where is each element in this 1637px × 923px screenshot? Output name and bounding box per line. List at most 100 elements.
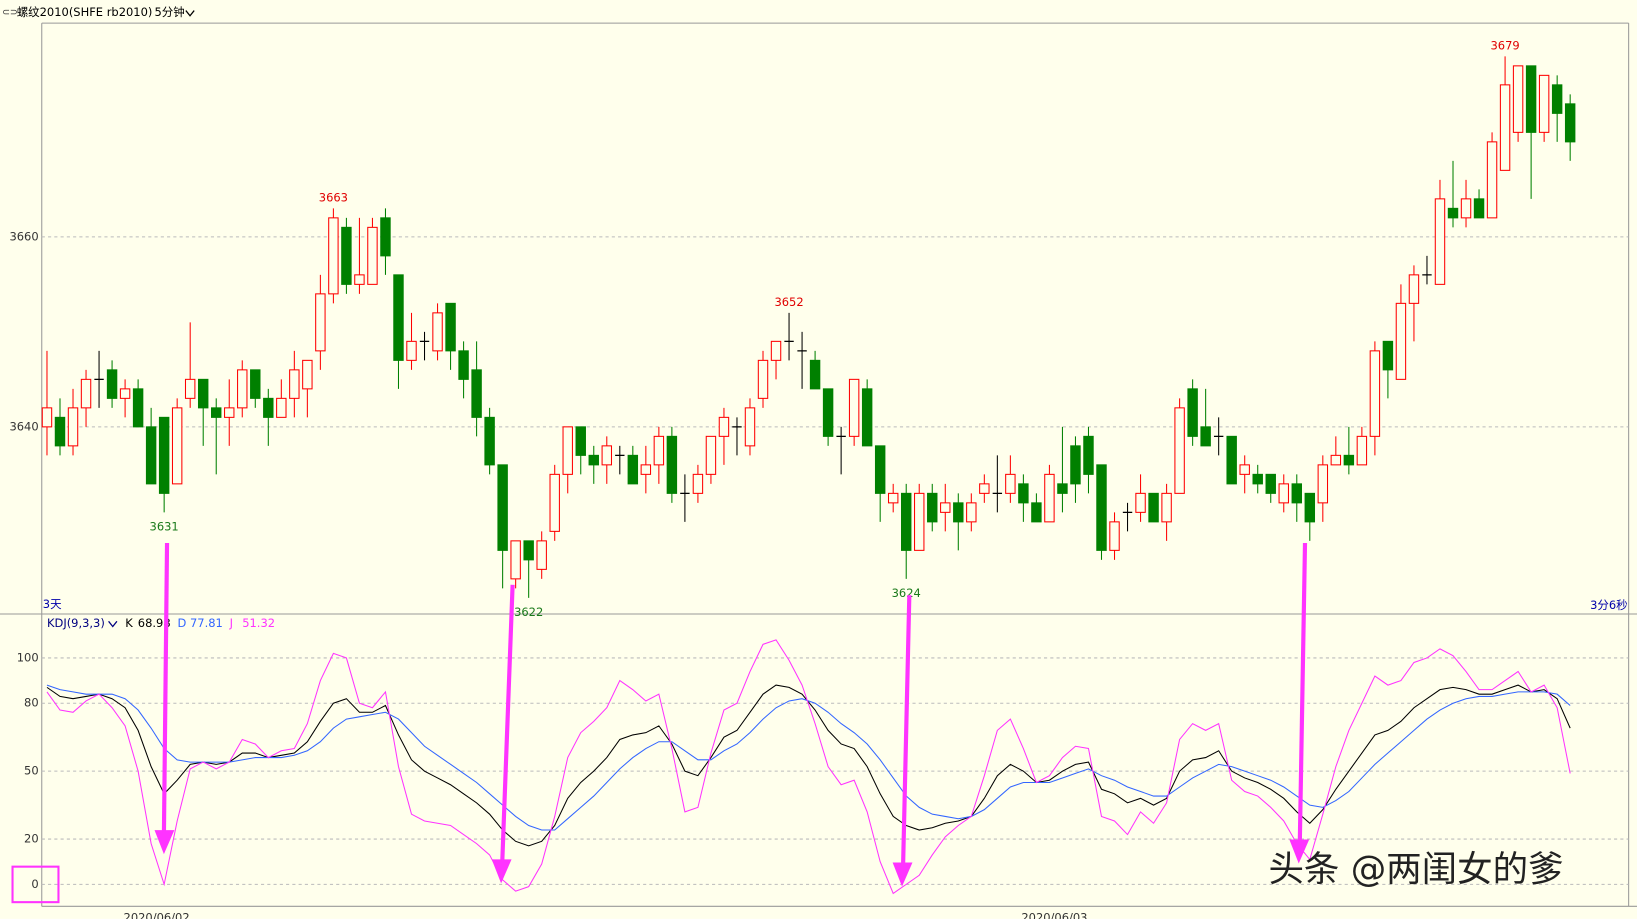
candle-body	[145, 426, 157, 485]
indicator-name: KDJ(9,3,3)	[47, 616, 105, 630]
candle-body	[1096, 464, 1107, 551]
candle-body	[1408, 274, 1420, 304]
candle-body	[666, 435, 678, 494]
candle-body	[1018, 483, 1029, 504]
y-tick-label: 20	[24, 832, 39, 846]
candle-body	[132, 388, 144, 428]
candle-body	[224, 407, 235, 418]
candle-body	[940, 502, 951, 513]
candle-body	[1317, 464, 1329, 504]
arrow-head	[892, 862, 913, 887]
candle-body	[718, 416, 730, 437]
y-tick-label: 3640	[9, 419, 38, 433]
candle-body	[900, 492, 912, 551]
arrow	[161, 542, 170, 836]
range-note: 3天	[43, 597, 62, 611]
legend-name: D	[177, 616, 186, 630]
candle-body	[211, 407, 222, 418]
candle-body	[1226, 435, 1237, 485]
candle-body	[575, 426, 586, 456]
legend-value: 51.32	[242, 616, 275, 630]
candle-body	[705, 435, 717, 475]
title-bar	[0, 0, 1637, 24]
candle-body	[848, 378, 860, 437]
arrow-head	[154, 830, 175, 855]
candle-body	[1161, 492, 1172, 523]
arrow	[900, 595, 912, 867]
candle-body	[484, 416, 495, 466]
candle-body	[302, 359, 313, 390]
candle-body	[1434, 198, 1446, 285]
candle-body	[276, 397, 287, 418]
candle-body	[184, 378, 196, 399]
candle-body	[1239, 464, 1250, 475]
candle-body	[328, 217, 339, 295]
candle-body	[640, 464, 652, 475]
extreme-label: 3663	[319, 190, 348, 204]
candle-body	[1291, 483, 1302, 504]
candle-body	[354, 274, 365, 285]
y-tick-label: 0	[31, 877, 38, 891]
candle-body	[197, 378, 209, 409]
arrow-head	[491, 859, 512, 884]
candle-body	[1135, 492, 1146, 513]
extreme-label: 3622	[514, 605, 543, 619]
candle-body	[341, 226, 352, 285]
candle-body	[1460, 198, 1472, 219]
candle-body	[1044, 473, 1055, 523]
period[interactable]: 5分钟	[155, 5, 185, 19]
candle-body	[1369, 350, 1381, 437]
candle-body	[1499, 84, 1511, 171]
candle-body	[1447, 207, 1459, 219]
candle-body	[1174, 407, 1185, 494]
candle-body	[1356, 435, 1368, 466]
candle-body	[1278, 483, 1289, 504]
candle-body	[54, 416, 66, 447]
candle-body	[861, 388, 873, 447]
candle-body	[1343, 454, 1355, 466]
candle-body	[1070, 445, 1081, 485]
candle-body	[171, 407, 183, 485]
candle-body	[393, 274, 404, 361]
y-tick-label: 50	[24, 764, 39, 778]
candle-body	[458, 350, 469, 380]
extreme-label: 3631	[150, 519, 179, 533]
candle-body	[979, 483, 990, 494]
arrow	[1297, 542, 1308, 844]
period-dropdown[interactable]	[185, 10, 195, 17]
candle-body	[1395, 302, 1407, 380]
candle-body	[1538, 74, 1550, 133]
arrow	[500, 584, 515, 865]
candle-body	[874, 445, 886, 494]
candle-body	[809, 359, 821, 390]
candle-body	[380, 217, 391, 257]
candle-body	[510, 540, 521, 580]
candle-body	[289, 369, 300, 399]
legend-value: 68.98	[138, 616, 171, 630]
legend-name: J	[229, 616, 233, 630]
candle-body	[1564, 103, 1576, 143]
symbol-title: 螺纹2010(SHFE rb2010)	[17, 5, 153, 19]
candle-body	[953, 502, 964, 523]
candle-body	[106, 369, 118, 399]
candle-body	[1486, 141, 1498, 219]
candle-body	[927, 492, 938, 523]
candle-body	[67, 407, 79, 447]
candle-body	[80, 378, 92, 409]
candle-body	[119, 388, 131, 399]
indicator-dropdown[interactable]	[108, 620, 118, 628]
candle-body	[692, 473, 704, 494]
candle-body	[914, 492, 925, 551]
candle-body	[562, 426, 573, 475]
arrows	[154, 542, 1310, 887]
candle-body	[1330, 454, 1342, 466]
kdj-line	[46, 684, 1571, 847]
candle-body	[887, 492, 899, 504]
extreme-label: 3679	[1490, 38, 1519, 52]
date-label: 2020/06/03	[1021, 910, 1087, 919]
candle-body	[315, 293, 326, 352]
candle-body	[237, 369, 248, 409]
candle-body	[1031, 502, 1042, 523]
